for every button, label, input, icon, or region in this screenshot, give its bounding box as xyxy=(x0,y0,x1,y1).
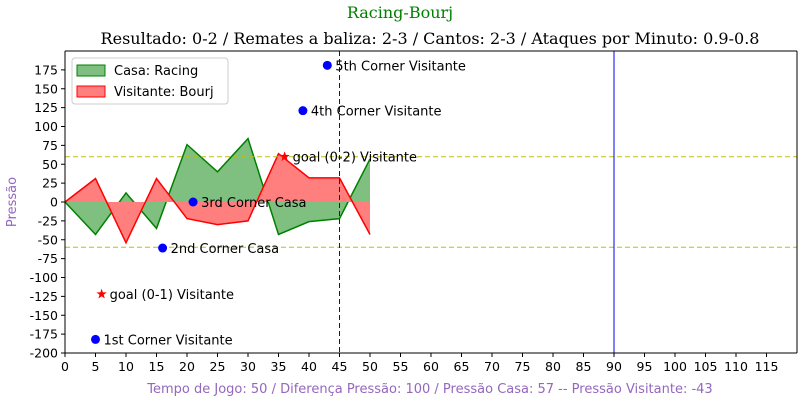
y-tick-label-13: 125 xyxy=(34,100,58,115)
y-tick-label-10: 50 xyxy=(42,157,58,172)
y-tick-label-9: 25 xyxy=(42,176,58,191)
x-tick-label-19: 95 xyxy=(637,359,653,374)
event-label-1: 2nd Corner Casa xyxy=(171,242,280,257)
series-area-1 xyxy=(65,153,370,243)
y-tick-label-4: -100 xyxy=(30,270,58,285)
corner-marker-1 xyxy=(158,243,168,253)
y-tick-label-8: 0 xyxy=(50,195,58,210)
x-tick-label-2: 10 xyxy=(118,359,134,374)
goal-marker-5 xyxy=(96,288,107,299)
x-tick-label-21: 105 xyxy=(694,359,718,374)
x-tick-label-18: 90 xyxy=(606,359,622,374)
x-tick-label-22: 110 xyxy=(724,359,748,374)
y-tick-label-12: 100 xyxy=(34,119,58,134)
x-axis-label: Tempo de Jogo: 50 / Diferença Pressão: 1… xyxy=(146,382,712,397)
corner-marker-2 xyxy=(188,197,198,207)
series-line-1 xyxy=(64,152,371,245)
y-tick-label-3: -125 xyxy=(30,289,58,304)
x-tick-label-15: 75 xyxy=(515,359,531,374)
x-tick-label-7: 35 xyxy=(271,359,287,374)
corner-marker-3 xyxy=(298,106,308,116)
event-label-2: 3rd Corner Casa xyxy=(201,196,306,211)
chart-suptitle: Racing-Bourj xyxy=(347,3,453,22)
legend-label-1: Visitante: Bourj xyxy=(114,85,214,100)
x-tick-label-12: 60 xyxy=(423,359,439,374)
x-tick-label-16: 80 xyxy=(545,359,561,374)
x-tick-label-4: 20 xyxy=(179,359,195,374)
x-tick-label-13: 65 xyxy=(454,359,470,374)
legend-swatch-1 xyxy=(76,85,106,98)
x-tick-label-20: 100 xyxy=(663,359,687,374)
x-tick-label-0: 0 xyxy=(61,359,69,374)
y-tick-label-2: -150 xyxy=(30,308,58,323)
y-axis-label: Pressão xyxy=(5,177,20,227)
event-label-5: goal (0-1) Visitante xyxy=(110,288,234,303)
event-label-3: 4th Corner Visitante xyxy=(311,105,442,120)
x-tick-label-10: 50 xyxy=(362,359,378,374)
y-tick-label-0: -200 xyxy=(30,346,58,361)
legend-box xyxy=(71,57,229,105)
legend-swatch-0 xyxy=(76,64,106,77)
event-label-6: goal (0-2) Visitante xyxy=(293,151,417,166)
y-tick-label-11: 75 xyxy=(42,138,58,153)
y-tick-label-14: 150 xyxy=(34,81,58,96)
x-tick-label-11: 55 xyxy=(393,359,409,374)
x-tick-label-5: 25 xyxy=(210,359,226,374)
x-tick-label-1: 5 xyxy=(92,359,100,374)
x-tick-label-3: 15 xyxy=(149,359,165,374)
x-tick-label-8: 40 xyxy=(301,359,317,374)
x-tick-label-6: 30 xyxy=(240,359,256,374)
goal-marker-6 xyxy=(279,151,290,162)
event-label-0: 1st Corner Visitante xyxy=(104,333,233,348)
plot-area: 1st Corner Visitante 2nd Corner Casa 3rd C… xyxy=(30,50,798,374)
x-tick-label-9: 45 xyxy=(332,359,348,374)
corner-marker-4 xyxy=(322,60,332,70)
legend-label-0: Casa: Racing xyxy=(114,64,198,79)
x-tick-label-23: 115 xyxy=(755,359,779,374)
chart-title: Resultado: 0-2 / Remates a baliza: 2-3 /… xyxy=(101,29,760,48)
x-tick-label-17: 85 xyxy=(576,359,592,374)
event-label-4: 5th Corner Visitante xyxy=(335,59,466,74)
y-tick-label-15: 175 xyxy=(34,62,58,77)
corner-marker-0 xyxy=(91,334,100,344)
y-tick-label-1: -175 xyxy=(30,327,58,342)
y-tick-label-5: -75 xyxy=(38,251,58,266)
x-tick-label-14: 70 xyxy=(484,359,500,374)
y-tick-label-7: -25 xyxy=(38,213,58,228)
y-tick-label-6: -50 xyxy=(38,232,58,247)
